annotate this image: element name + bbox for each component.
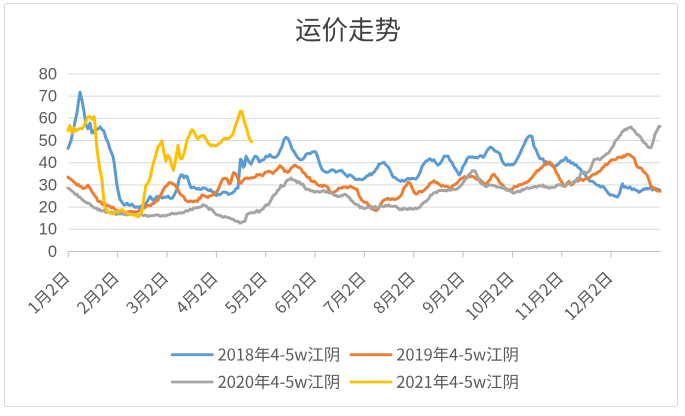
svg-text:0: 0 — [48, 243, 57, 261]
svg-text:60: 60 — [39, 110, 57, 128]
svg-text:40: 40 — [39, 154, 57, 172]
svg-text:30: 30 — [39, 176, 57, 194]
svg-text:50: 50 — [39, 132, 57, 150]
svg-text:70: 70 — [39, 88, 57, 106]
svg-text:20: 20 — [39, 199, 57, 217]
svg-text:80: 80 — [39, 65, 57, 83]
svg-text:10: 10 — [39, 221, 57, 239]
